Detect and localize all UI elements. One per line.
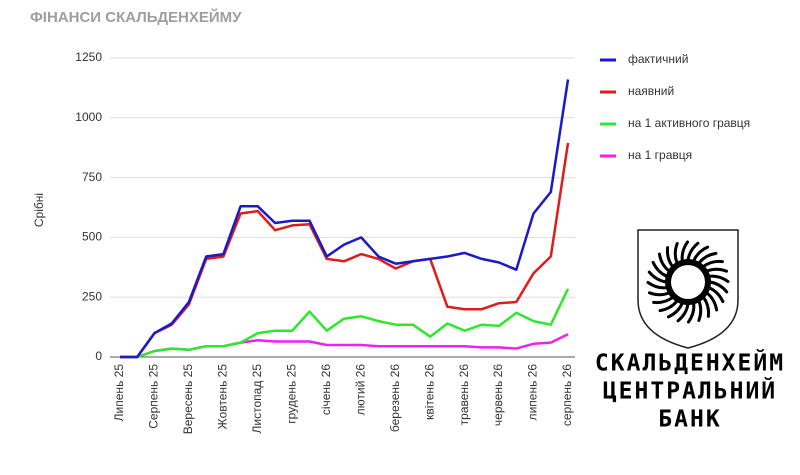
x-tick-label: червень 26 <box>491 364 505 426</box>
x-tick-label: Вересень 25 <box>181 364 195 435</box>
sun-ray <box>665 246 674 268</box>
sun-ray <box>705 291 719 312</box>
sun-ray <box>705 267 729 273</box>
sun-ray <box>692 245 710 263</box>
y-tick-label: 0 <box>95 349 102 363</box>
bank-name: СКАЛЬДЕНХЕЙМ <box>595 349 785 377</box>
sun-ray <box>651 260 669 278</box>
sun-ray <box>686 241 700 262</box>
sun-ray <box>702 259 724 268</box>
sun-ray <box>657 252 671 273</box>
y-tick-label: 750 <box>82 170 102 184</box>
chart-title: ФІНАНСИ СКАЛЬДЕНХЕЙМУ <box>30 8 242 26</box>
sun-ray <box>708 280 729 294</box>
x-tick-label: серпень 26 <box>560 364 574 426</box>
y-tick-label: 1000 <box>75 110 102 124</box>
y-tick-label: 500 <box>82 230 102 244</box>
x-tick-label: травень 26 <box>457 364 471 426</box>
legend-label: фактичний <box>628 52 688 66</box>
sun-ray <box>646 280 669 290</box>
x-tick-label: Жовтень 25 <box>216 364 230 430</box>
sun-ray <box>697 251 718 265</box>
y-tick-label: 250 <box>82 289 102 303</box>
legend-label: наявний <box>628 84 674 98</box>
sun-ray <box>652 296 674 305</box>
legend-label: на 1 активного гравця <box>628 116 750 130</box>
bank-name: ЦЕНТРАЛЬНИЙ <box>603 377 777 405</box>
sun-ray <box>707 286 725 304</box>
data-line <box>120 79 570 359</box>
x-tick-label: березень 26 <box>388 364 402 432</box>
x-tick-label: липень 26 <box>526 364 540 421</box>
x-tick-label: лютий 26 <box>353 364 367 416</box>
x-tick-label: Липень 25 <box>112 364 126 422</box>
sun-ray <box>658 299 679 313</box>
sun-ray <box>707 274 730 284</box>
sun-ray <box>686 301 696 324</box>
bank-name: БАНК <box>658 407 721 433</box>
x-tick-label: Серпень 25 <box>147 364 161 429</box>
sun-ray <box>673 241 679 265</box>
sun-ray <box>697 299 703 323</box>
x-tick-label: січень 26 <box>319 364 333 415</box>
x-tick-label: Листопад 25 <box>250 364 264 434</box>
sun-ray <box>680 240 690 263</box>
sun-ray <box>647 291 671 297</box>
data-line <box>120 288 570 359</box>
sun-ray <box>647 270 668 284</box>
legend-label: на 1 гравця <box>628 148 692 162</box>
data-line <box>120 333 569 359</box>
sun-ray <box>666 301 684 319</box>
sun-ray <box>702 296 711 318</box>
sun-ray <box>676 302 690 323</box>
x-tick-label: квітень 26 <box>422 364 436 420</box>
y-tick-label: 1250 <box>75 50 102 64</box>
y-axis-label: Срібні <box>32 193 46 227</box>
logo <box>637 229 739 349</box>
x-tick-label: грудень 25 <box>284 364 298 424</box>
